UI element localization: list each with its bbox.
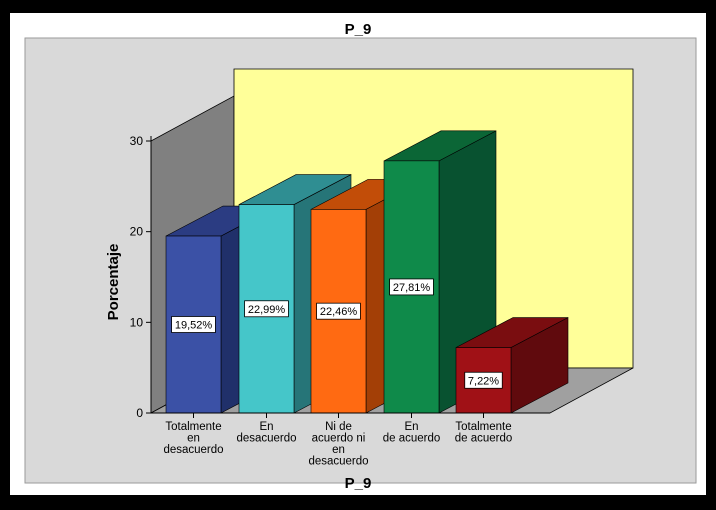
x-tick-label: En desacuerdo: [236, 421, 296, 445]
x-tick-label-line: desacuerdo: [236, 433, 296, 445]
x-tick-label-line: Ni de: [325, 421, 352, 433]
data-label: 27,81%: [393, 282, 431, 294]
data-label: 22,46%: [320, 306, 358, 318]
data-label: 19,52%: [175, 320, 213, 332]
y-tick-label: 10: [130, 315, 144, 329]
x-tick-label-line: de acuerdo: [455, 433, 513, 445]
x-tick-label-line: En: [404, 421, 418, 433]
x-tick-label: Totalmente en desacuerdo: [163, 421, 223, 456]
data-label-box: [464, 371, 503, 389]
data-label-box: [244, 300, 289, 318]
x-tick-label-line: desacuerdo: [163, 444, 223, 456]
x-tick-label-line: En: [259, 421, 273, 433]
data-label-box: [389, 278, 434, 296]
y-axis-title: Porcentaje: [105, 244, 122, 321]
x-tick-label-line: en: [187, 433, 200, 445]
data-label-box: [316, 302, 361, 320]
y-tick-label: 0: [136, 406, 143, 420]
chart-panel: P_9 0 10 20 30 Porcentaje 19,52% Totalmente en d…: [10, 13, 706, 495]
data-label: 7,22%: [468, 375, 499, 387]
x-tick-label-line: Totalmente: [455, 421, 511, 433]
x-tick-label-line: acuerdo ni: [312, 433, 366, 445]
x-tick-label: En de acuerdo: [383, 421, 441, 445]
y-tick-label: 20: [130, 225, 144, 239]
x-tick-label-line: de acuerdo: [383, 433, 441, 445]
x-tick-label: Ni de acuerdo ni en desacuerdo: [308, 421, 368, 468]
chart-title: P_9: [344, 21, 372, 38]
x-tick-label-line: Totalmente: [165, 421, 221, 433]
x-tick-label-line: desacuerdo: [308, 456, 368, 468]
x-tick-label: Totalmente de acuerdo: [455, 421, 513, 445]
x-axis-title: P_9: [344, 475, 372, 492]
x-tick-label-line: en: [332, 444, 345, 456]
bar-group: 7,22%: [455, 317, 569, 414]
data-label-box: [171, 316, 216, 333]
data-label: 22,99%: [248, 304, 286, 316]
y-tick-label: 30: [130, 134, 144, 148]
